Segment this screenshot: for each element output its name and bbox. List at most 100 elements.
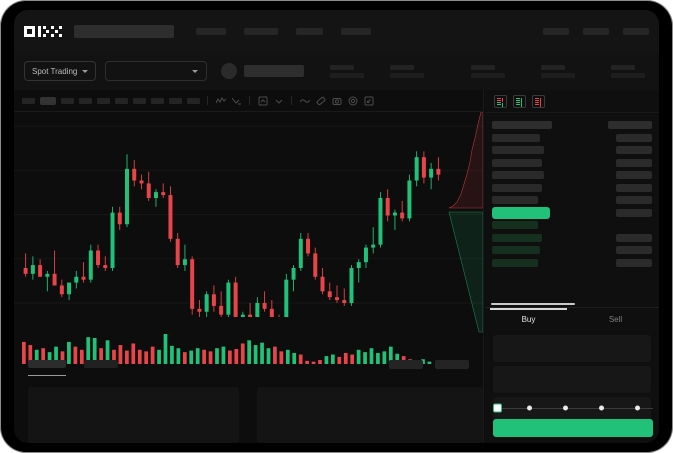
- stat-value: [611, 72, 645, 78]
- stat-value: [541, 72, 575, 78]
- logo-letter-o: [24, 25, 35, 37]
- nav-link-1[interactable]: [196, 27, 226, 35]
- slider-track: [497, 408, 653, 409]
- spread-value: [616, 208, 652, 217]
- trading-pair-dropdown[interactable]: [105, 61, 208, 81]
- orderbook-ask-row[interactable]: [492, 157, 652, 170]
- slider-stop-75[interactable]: [599, 405, 604, 411]
- ask-price: [492, 158, 542, 167]
- stat-label: [330, 64, 355, 70]
- order-form: Buy Sell: [485, 307, 659, 443]
- orderbook-bid-row[interactable]: [492, 244, 652, 257]
- stat-label: [541, 64, 565, 70]
- bid-size: [616, 233, 652, 242]
- market-type-dropdown[interactable]: Spot Trading: [24, 61, 97, 81]
- line-chart-icon[interactable]: [215, 95, 226, 106]
- tab-buy[interactable]: Buy: [485, 308, 572, 331]
- orderbook-header-right: [608, 121, 652, 130]
- chart-tab-action-1[interactable]: [389, 359, 423, 369]
- nav-link-3[interactable]: [296, 27, 323, 35]
- app-screen: Spot Trading: [14, 10, 659, 443]
- tab-sell[interactable]: Sell: [608, 315, 623, 324]
- market-stats-group: [471, 64, 649, 78]
- ask-price: [492, 183, 542, 192]
- place-order-button[interactable]: [493, 419, 653, 437]
- bottom-panel-2[interactable]: [256, 387, 483, 443]
- candlestick-chart[interactable]: [14, 112, 484, 317]
- orderbook-ask-row[interactable]: [492, 182, 652, 195]
- nav-right-item-1[interactable]: [543, 27, 569, 35]
- chart-tabs-right-group: [389, 359, 469, 369]
- chart-tab-1[interactable]: [28, 360, 66, 376]
- main-content: Buy Sell: [14, 90, 659, 443]
- toolbar-divider: [207, 96, 208, 105]
- orderbook-asks-icon[interactable]: [532, 94, 545, 108]
- pair-name-placeholder: [244, 65, 305, 77]
- stat-value: [390, 72, 425, 78]
- ask-price: [492, 171, 544, 180]
- orderbook-header-row: [492, 119, 652, 132]
- timeframe-button-8[interactable]: [151, 97, 164, 104]
- timeframe-button-1[interactable]: [22, 97, 35, 104]
- orderbook-ask-row[interactable]: [492, 132, 652, 145]
- search-input[interactable]: [74, 24, 174, 38]
- orderbook-pane: Buy Sell: [485, 90, 659, 443]
- trend-down-icon[interactable]: [231, 95, 242, 106]
- orderbook-bid-row[interactable]: [492, 257, 652, 270]
- logo-letter-k: [37, 25, 49, 37]
- timeframe-button-10[interactable]: [187, 97, 200, 104]
- slider-stop-50[interactable]: [563, 405, 568, 411]
- order-amount-field[interactable]: [493, 366, 651, 393]
- fullscreen-icon[interactable]: [363, 95, 374, 106]
- orderbook-ask-row[interactable]: [492, 194, 652, 207]
- orderbook-bids-icon[interactable]: [513, 94, 526, 108]
- market-type-label: Spot Trading: [32, 66, 78, 76]
- chevron-down-icon[interactable]: [273, 95, 284, 106]
- okx-logo[interactable]: [24, 25, 62, 37]
- orderbook-bid-row[interactable]: [492, 219, 652, 232]
- indicator-icon[interactable]: [257, 95, 268, 106]
- timeframe-button-3[interactable]: [61, 97, 74, 104]
- orderbook[interactable]: [485, 112, 659, 307]
- ruler-icon[interactable]: [315, 95, 326, 106]
- orderbook-ask-row[interactable]: [492, 144, 652, 157]
- amount-percent-slider[interactable]: [493, 403, 653, 413]
- slider-stop-25[interactable]: [527, 405, 532, 411]
- settings-icon[interactable]: [347, 95, 358, 106]
- timeframe-button-2[interactable]: [40, 96, 56, 105]
- orderbook-bid-row[interactable]: [492, 232, 652, 245]
- bid-size: [616, 221, 652, 229]
- nav-right-item-2[interactable]: [583, 27, 609, 35]
- volume-chart[interactable]: [14, 322, 483, 377]
- ask-size: [616, 183, 652, 192]
- orderbook-both-icon[interactable]: [494, 94, 507, 108]
- bottom-panels: [14, 383, 483, 443]
- slider-stop-100[interactable]: [635, 405, 640, 411]
- orderbook-ask-row[interactable]: [492, 169, 652, 182]
- nav-right-item-3[interactable]: [623, 27, 649, 35]
- timeframe-button-5[interactable]: [97, 97, 110, 104]
- bid-price: [492, 258, 538, 267]
- nav-right-group: [543, 27, 649, 35]
- last-price-highlight: [492, 206, 550, 219]
- timeframe-button-4[interactable]: [79, 97, 92, 104]
- bottom-panel-1[interactable]: [28, 387, 239, 443]
- orderbook-header-left: [492, 121, 552, 130]
- wave-icon[interactable]: [299, 95, 310, 106]
- depth-svg: [448, 112, 483, 333]
- stat-value: [330, 72, 365, 78]
- orderbook-scrollbar[interactable]: [491, 303, 575, 305]
- camera-icon[interactable]: [331, 95, 342, 106]
- timeframe-button-7[interactable]: [133, 97, 146, 104]
- order-price-field[interactable]: [493, 335, 651, 362]
- bid-price: [492, 221, 538, 230]
- chart-tab-2[interactable]: [84, 360, 118, 368]
- ask-size: [616, 146, 652, 155]
- timeframe-button-6[interactable]: [115, 97, 128, 104]
- nav-link-4[interactable]: [341, 27, 371, 35]
- timeframe-button-9[interactable]: [169, 97, 182, 104]
- nav-link-2[interactable]: [244, 27, 278, 35]
- stat-label: [611, 64, 635, 70]
- chart-tab-action-2[interactable]: [435, 359, 469, 369]
- slider-handle-icon[interactable]: [493, 403, 502, 413]
